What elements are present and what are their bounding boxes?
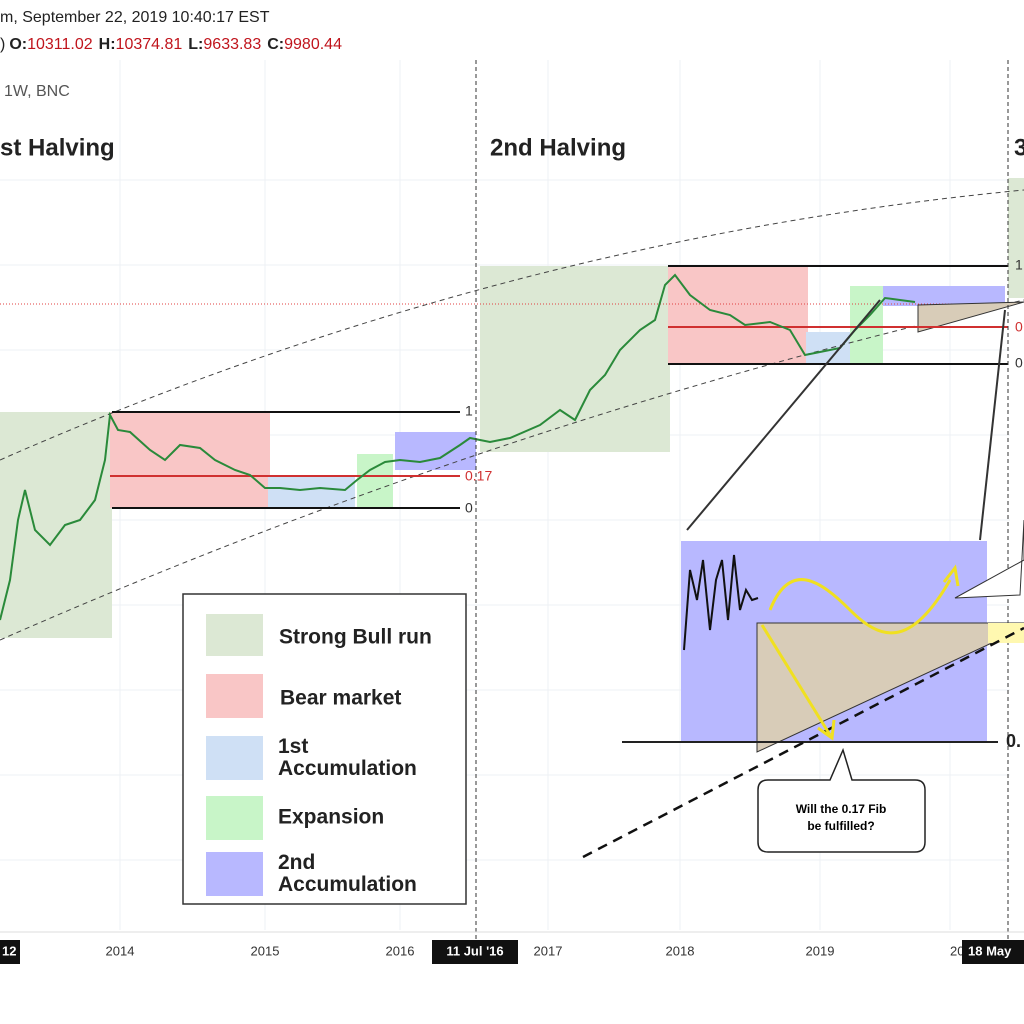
bull-zone [1008, 178, 1024, 298]
interval: 1W, BNC [4, 83, 70, 100]
fib-label: 0.17 [465, 468, 492, 484]
legend-label: Expansion [278, 806, 384, 829]
ohlc-label: O: [9, 36, 27, 53]
x-tick-label: 20 [950, 943, 964, 958]
prefix: ) [0, 36, 5, 53]
price-candles [0, 273, 916, 621]
bear-zone [110, 412, 270, 508]
fib-label: 0. [1006, 731, 1021, 751]
ohlc-value: 10374.81 [116, 36, 183, 53]
zoom-line [686, 299, 881, 531]
channel-lower [0, 299, 1024, 641]
ohlc-value: 10311.02 [27, 36, 93, 53]
fib-label: 1 [1015, 257, 1023, 273]
bull-zone [480, 266, 670, 452]
triangle [917, 301, 1024, 333]
x-tick-label: 2016 [386, 943, 415, 958]
header-datetime: m, September 22, 2019 10:40:17 EST [0, 9, 270, 26]
legend-label: 1st Accumulation [278, 736, 417, 780]
fib-label: 0 [1015, 319, 1023, 335]
ohlc-value: 9980.44 [284, 36, 342, 53]
accum1-zone [268, 476, 355, 508]
fib-label: 1 [465, 403, 473, 419]
ohlc: ) O:10311.02 H:10374.81 L:9633.83 C:9980.44 [0, 36, 342, 53]
legend-label-box: 2nd Accumulation [278, 852, 417, 896]
expansion-zone [850, 286, 883, 364]
expansion-zone [357, 454, 393, 508]
callout: Will the 0.17 Fib be fulfilled? [757, 747, 926, 853]
inset [582, 519, 1024, 859]
ohlc-value: 9633.83 [203, 36, 261, 53]
zones [0, 178, 1024, 638]
accum2-zone [395, 432, 476, 470]
callout-text: be fulfilled? [807, 819, 874, 833]
legend-label: Strong Bull run [279, 626, 432, 649]
zoom-line [979, 309, 1006, 541]
accum1-zone [806, 332, 850, 364]
x-highlight-label: 18 May [968, 943, 1012, 958]
fib-label: 0 [1015, 355, 1023, 371]
x-tick-label: 2018 [666, 943, 695, 958]
x-tick-label: 2017 [534, 943, 563, 958]
legend-label: Bear market [280, 687, 401, 710]
ohlc-label: L: [188, 36, 203, 53]
x-tick-label: 2014 [106, 943, 135, 958]
channel-upper [0, 189, 1024, 461]
callout-text: Will the 0.17 Fib [796, 802, 887, 816]
x-tick-label: 2015 [251, 943, 280, 958]
bear-zone [668, 266, 808, 364]
legend-label: 2nd Accumulation [278, 852, 417, 896]
ohlc-label: H: [99, 36, 116, 53]
legend: Strong Bull run Bear market 1st Accumula… [182, 593, 467, 905]
x-tick-label: 2019 [806, 943, 835, 958]
ohlc-label: C: [267, 36, 284, 53]
x-highlight-label: 11 Jul '16 [446, 943, 503, 958]
halving-label: st Halving [0, 134, 115, 161]
x-axis: 2014 2015 2016 2017 2018 2019 20 12 11 J… [0, 931, 1024, 964]
fib-lines [110, 265, 1008, 509]
legend-label-box: 1st Accumulation [278, 736, 417, 780]
halving-label: 2nd Halving [490, 134, 626, 161]
halving-label: 3 [1014, 134, 1024, 161]
fib-label: 0 [465, 500, 473, 516]
x-highlight-label: 12 [2, 943, 16, 958]
